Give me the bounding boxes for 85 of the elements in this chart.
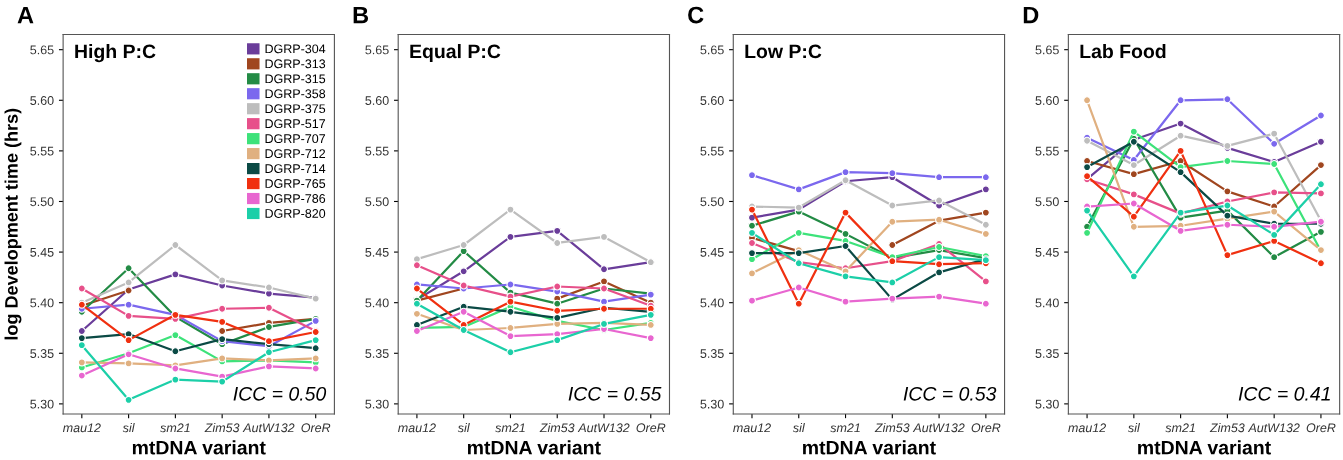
annotation: ICC = 0.50	[233, 386, 327, 401]
x-tick-label: OreR	[636, 423, 666, 433]
x-tick-label: sm21	[160, 423, 190, 433]
y-tick-label: 5.50	[365, 197, 389, 207]
y-tick-label: 5.65	[30, 45, 54, 55]
annotation: ICC = 0.53	[903, 386, 997, 401]
x-tick-label: AutW132	[577, 423, 630, 433]
legend-label: DGRP-712	[265, 149, 326, 159]
x-tick-label: sil	[122, 423, 135, 433]
annotation: ICC = 0.55	[568, 386, 662, 401]
chart-title: Equal P:C	[410, 43, 501, 63]
y-tick-label: 5.40	[700, 298, 724, 308]
x-axis-title: mtDNA variant	[1138, 440, 1271, 455]
x-tick-label: OreR	[301, 423, 331, 433]
x-tick-label: OreR	[1306, 423, 1336, 433]
x-tick-label: sm21	[495, 423, 525, 433]
legend-label: DGRP-358	[265, 89, 326, 99]
y-tick-label: 5.45	[1035, 248, 1059, 257]
text: B	[353, 6, 369, 24]
y-tick-label: 5.60	[365, 96, 389, 105]
y-tick-label: 5.40	[365, 298, 389, 308]
text: A	[17, 6, 34, 24]
y-tick-label: 5.65	[1035, 45, 1059, 55]
x-tick-label: Zim53	[874, 423, 910, 433]
text: C	[688, 6, 704, 24]
legend-label: DGRP-375	[265, 104, 326, 114]
chart-title: Lab Food	[1080, 43, 1166, 59]
y-tick-label: 5.65	[700, 45, 724, 55]
legend-label: DGRP-517	[265, 119, 326, 129]
legend-label: DGRP-315	[265, 74, 326, 84]
y-tick-label: 5.50	[30, 197, 54, 207]
y-tick-label: 5.55	[365, 146, 389, 156]
x-axis-title: mtDNA variant	[803, 440, 936, 455]
y-axis-title: log Development time (hrs)	[4, 108, 22, 340]
x-tick-label: Zim53	[1209, 423, 1245, 433]
y-tick-label: 5.30	[1035, 399, 1059, 409]
x-tick-label: AutW132	[1247, 423, 1300, 433]
legend-label: DGRP-707	[265, 134, 326, 144]
x-tick-label: OreR	[971, 423, 1001, 433]
y-tick-label: 5.40	[1035, 298, 1059, 308]
y-tick-label: 5.30	[365, 399, 389, 409]
y-tick-label: 5.35	[365, 349, 389, 358]
y-tick-label: 5.65	[365, 45, 389, 55]
x-tick-label: AutW132	[242, 423, 295, 433]
x-tick-label: sil	[457, 423, 470, 433]
x-tick-label: sm21	[1165, 423, 1195, 433]
x-tick-label: mau12	[398, 423, 436, 433]
x-tick-label: Zim53	[539, 423, 575, 433]
legend-label: DGRP-313	[265, 59, 326, 69]
y-tick-label: 5.50	[700, 197, 724, 207]
x-axis-title: mtDNA variant	[467, 440, 601, 455]
y-tick-label: 5.55	[30, 146, 54, 156]
x-tick-label: Zim53	[204, 423, 240, 433]
y-tick-label: 5.45	[30, 248, 54, 257]
legend-label: DGRP-786	[265, 194, 326, 203]
y-tick-label: 5.35	[1035, 349, 1059, 358]
legend-label: DGRP-714	[265, 164, 326, 173]
legend-label: DGRP-765	[265, 179, 326, 188]
x-tick-label: sil	[792, 423, 805, 433]
y-tick-label: 5.55	[1035, 146, 1059, 156]
y-tick-label: 5.55	[700, 146, 724, 156]
y-tick-label: 5.60	[1035, 96, 1059, 105]
legend-label: DGRP-820	[265, 209, 326, 218]
y-tick-label: 5.40	[30, 298, 54, 308]
y-tick-label: 5.35	[700, 349, 724, 358]
x-tick-label: AutW132	[912, 423, 965, 433]
y-tick-label: 5.60	[30, 96, 54, 105]
chart-title: Low P:C	[745, 44, 822, 59]
y-tick-label: 5.30	[30, 399, 54, 409]
y-tick-label: 5.50	[1035, 197, 1059, 207]
chart-title: High P:C	[75, 43, 156, 63]
y-tick-label: 5.30	[700, 399, 724, 409]
y-tick-label: 5.45	[365, 248, 389, 257]
x-axis-title: mtDNA variant	[132, 440, 266, 455]
x-tick-label: sil	[1127, 423, 1141, 433]
y-tick-label: 5.45	[700, 248, 724, 257]
x-tick-label: mau12	[733, 423, 771, 433]
x-tick-label: mau12	[1068, 423, 1106, 433]
annotation: ICC = 0.41	[1238, 386, 1330, 401]
y-tick-label: 5.60	[700, 96, 724, 105]
legend-label: DGRP-304	[265, 44, 326, 54]
y-tick-label: 5.35	[30, 349, 54, 358]
x-tick-label: sm21	[830, 423, 860, 433]
x-tick-label: mau12	[62, 423, 101, 433]
text: D	[1023, 6, 1039, 24]
